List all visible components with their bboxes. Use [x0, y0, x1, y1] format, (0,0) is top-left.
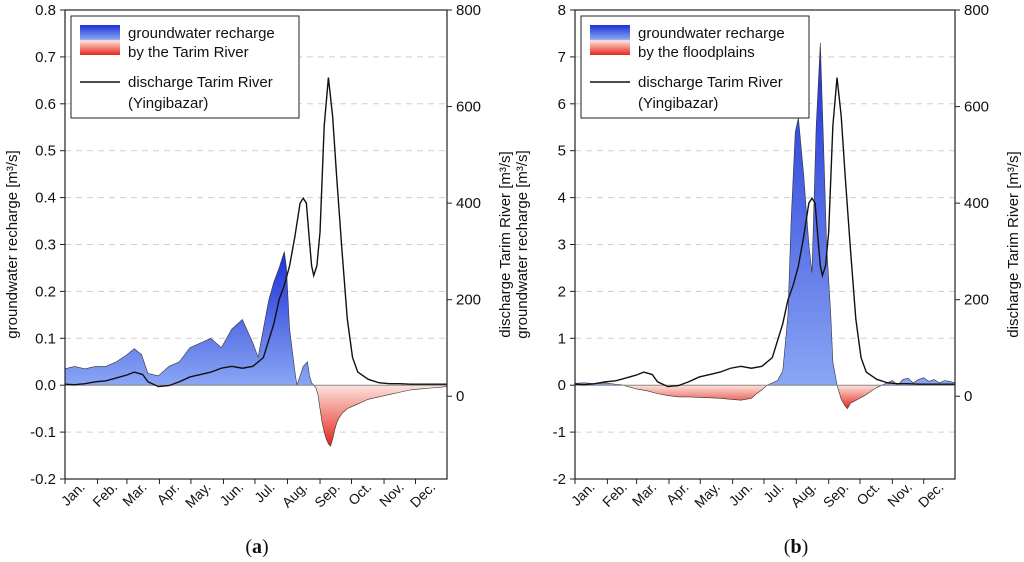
y-right-tick-label: 200 — [964, 292, 989, 309]
x-tick-label: Mar. — [119, 479, 150, 510]
recharge-outline — [64, 251, 448, 447]
x-tick-label: Jan. — [58, 479, 88, 509]
y-left-tick-label: 3 — [558, 237, 566, 254]
x-tick-label: Feb. — [599, 479, 630, 510]
legend: groundwater recharge by the Tarim River di… — [70, 15, 300, 119]
legend-recharge-swatch — [590, 25, 630, 55]
x-tick-label: Jan. — [568, 479, 598, 509]
x-tick-label: Dec. — [407, 479, 439, 511]
y-right-tick-label: 800 — [456, 2, 481, 19]
y-right-tick-label: 800 — [964, 2, 989, 19]
x-tick-label: May. — [691, 479, 723, 511]
y-right-tick-label: 600 — [964, 99, 989, 116]
legend-discharge-label-1: discharge Tarim River — [128, 74, 273, 91]
panel-label: (a) — [245, 536, 268, 558]
x-tick-label: Dec. — [915, 479, 947, 511]
y-left-tick-label: -0.1 — [30, 424, 56, 441]
y-left-axis-label: groundwater recharge [m³/s] — [514, 150, 531, 338]
recharge-negative-area — [65, 385, 447, 447]
y-left-axis-label: groundwater recharge [m³/s] — [4, 150, 21, 338]
x-tick-label: Mar. — [629, 479, 660, 510]
x-tick-label: Jun. — [216, 479, 246, 509]
x-tick-label: Aug. — [279, 479, 311, 511]
y-left-tick-label: 0.3 — [35, 237, 56, 254]
y-left-tick-label: 2 — [558, 283, 566, 300]
y-left-tick-label: 0.7 — [35, 49, 56, 66]
x-tick-label: Oct. — [345, 479, 374, 508]
y-right-tick-label: 200 — [456, 292, 481, 309]
x-tick-label: May. — [182, 479, 214, 511]
panel-label: (b) — [784, 536, 808, 558]
chart-panel-a: -0.2 -0.1 0.0 0.1 0.2 0.3 0.4 0.5 0.6 0.7 0.8 0 200 4… — [4, 2, 514, 558]
legend-recharge-label-1: groundwater recharge — [638, 25, 785, 42]
y-left-tick-label: 0.6 — [35, 96, 56, 113]
y-right-axis-label: discharge Tarim River [m³/s] — [497, 151, 514, 337]
y-left-tick-label: 0.4 — [35, 190, 56, 207]
y-left-tick-label: 6 — [558, 96, 566, 113]
x-tick-label: Nov. — [376, 479, 407, 510]
y-left-tick-label: -1 — [553, 424, 566, 441]
y-left-tick-label: 7 — [558, 49, 566, 66]
discharge-line — [64, 77, 447, 388]
y-left-tick-label: 1 — [558, 330, 566, 347]
y-left-tick-label: 0.8 — [35, 2, 56, 19]
y-right-tick-label: 0 — [456, 388, 464, 405]
recharge-negative-area — [575, 385, 955, 409]
y-right-tick-label: 400 — [964, 195, 989, 212]
y-right-axis-label: discharge Tarim River [m³/s] — [1005, 151, 1022, 337]
legend-discharge-label-1: discharge Tarim River — [638, 74, 783, 91]
y-left-tick-label: -0.2 — [30, 471, 56, 488]
y-left-tick-label: 5 — [558, 143, 566, 160]
y-right-tick-label: 0 — [964, 388, 972, 405]
legend-recharge-swatch — [80, 25, 120, 55]
y-left-tick-label: -2 — [553, 471, 566, 488]
legend-recharge-label-1: groundwater recharge — [128, 25, 275, 42]
legend-discharge-label-2: (Yingibazar) — [638, 95, 718, 112]
y-left-tick-label: 0.0 — [35, 377, 56, 394]
x-tick-label: Feb. — [89, 479, 120, 510]
x-tick-label: Apr. — [663, 479, 692, 508]
legend-discharge-label-2: (Yingibazar) — [128, 95, 208, 112]
y-left-tick-label: 0.2 — [35, 283, 56, 300]
x-tick-label: Sep. — [820, 479, 852, 511]
y-right-tick-label: 600 — [456, 99, 481, 116]
x-tick-label: Jun. — [725, 479, 755, 509]
legend: groundwater recharge by the floodplains di… — [580, 15, 810, 119]
discharge-line — [574, 77, 955, 388]
legend-recharge-label-2: by the floodplains — [638, 44, 755, 61]
x-tick-label: Nov. — [884, 479, 915, 510]
y-left-tick-label: 4 — [558, 190, 566, 207]
x-tick-label: Oct. — [853, 479, 882, 508]
x-tick-label: Aug. — [787, 479, 819, 511]
y-right-tick-label: 400 — [456, 195, 481, 212]
y-left-tick-label: 0 — [558, 377, 566, 394]
chart-panel-b: -2 -1 0 1 2 3 4 5 6 7 8 0 200 400 600 800 Jan. Feb.Mar. Ap… — [514, 2, 1022, 558]
y-left-tick-label: 0.5 — [35, 143, 56, 160]
y-left-tick-label: 8 — [558, 2, 566, 19]
x-tick-label: Apr. — [153, 479, 182, 508]
y-left-tick-label: 0.1 — [35, 330, 56, 347]
legend-recharge-label-2: by the Tarim River — [128, 44, 249, 61]
recharge-positive-area — [65, 251, 447, 386]
x-tick-label: Sep. — [311, 479, 343, 511]
